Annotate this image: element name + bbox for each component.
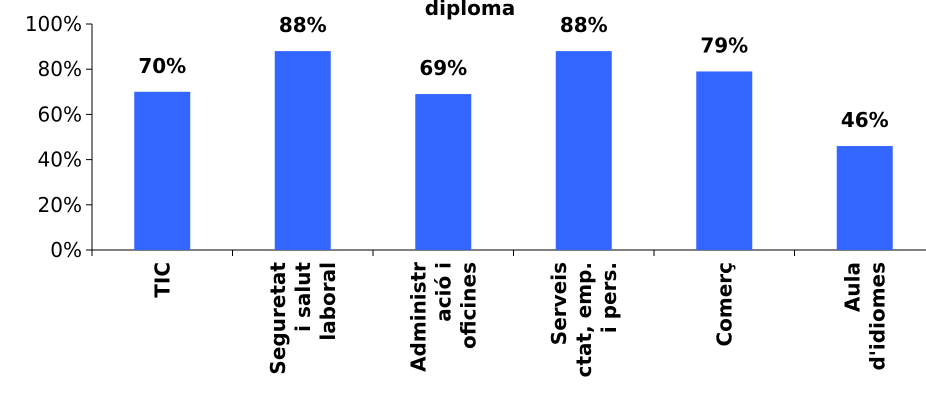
category-label-line: TIC — [150, 262, 174, 298]
y-tick-label: 20% — [38, 193, 82, 217]
category-label: Seguretat i salut laboral — [266, 262, 340, 375]
bar — [836, 146, 893, 250]
category-label-line: ctat, emp. — [572, 262, 596, 377]
axes: 0% 20% 40% 60% 80% 100% — [25, 12, 926, 262]
data-label: 46% — [841, 108, 889, 132]
category-label-line: i salut — [291, 262, 315, 332]
bar — [555, 51, 612, 251]
category-label-line: Administr — [406, 262, 430, 372]
data-label: 88% — [279, 13, 327, 37]
category-label-line: i pers. — [597, 262, 621, 333]
bar — [415, 94, 472, 250]
data-label: 70% — [138, 54, 186, 78]
bar — [134, 91, 191, 250]
category-label-line: Aula — [840, 262, 864, 312]
category-label: Aula d'idiomes — [840, 262, 889, 371]
data-label: 88% — [560, 13, 608, 37]
category-label: Serveis ctat, emp. i pers. — [547, 262, 621, 377]
chart-title: diploma — [425, 0, 515, 20]
category-label-line: d'idiomes — [865, 262, 889, 371]
category-label: TIC — [150, 262, 174, 298]
category-label: Comerç — [712, 262, 736, 347]
category-label-line: Seguretat — [266, 262, 290, 375]
category-label-line: oficines — [456, 262, 480, 349]
category-label-line: ació i — [431, 262, 455, 322]
bar — [696, 71, 753, 251]
bar — [274, 51, 331, 251]
bars — [134, 51, 893, 251]
y-tick-label: 40% — [38, 148, 82, 172]
category-label-line: Serveis — [547, 262, 571, 345]
data-label: 79% — [700, 33, 748, 57]
labels: 70% TIC 88% Seguretat i salut laboral 69% Admin… — [138, 13, 889, 377]
y-tick-label: 100% — [25, 12, 82, 36]
category-label-line: laboral — [316, 262, 340, 341]
data-label: 69% — [419, 56, 467, 80]
y-tick-label: 60% — [38, 102, 82, 126]
category-label-line: Comerç — [712, 262, 736, 347]
category-label: Administr ació i oficines — [406, 262, 480, 372]
y-tick-label: 80% — [38, 57, 82, 81]
y-tick-label: 0% — [50, 238, 82, 262]
